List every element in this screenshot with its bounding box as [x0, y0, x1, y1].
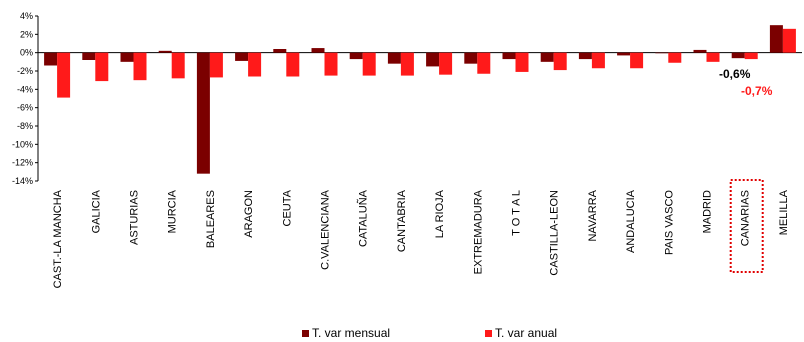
x-tick-label: LA RIOJA [434, 189, 446, 238]
bar-mensual [578, 52, 592, 60]
bar-mensual [44, 52, 58, 66]
bar-mensual [158, 50, 172, 53]
bar-mensual [731, 52, 745, 59]
bar-anual [324, 52, 338, 76]
legend-item-mensual: T. var mensual [302, 326, 390, 340]
legend-label-anual: T. var anual [495, 326, 558, 340]
bar-mensual [196, 52, 210, 174]
bar-anual [591, 52, 605, 69]
bar-mensual [693, 49, 707, 53]
bar-anual [630, 52, 644, 69]
x-tick-label: MELILLA [778, 189, 790, 235]
bar-anual [209, 52, 223, 78]
bar-anual [782, 28, 796, 53]
x-tick-label: CASTILLA-LEON [549, 190, 561, 276]
y-tick-label: 4% [20, 11, 33, 21]
bar-mensual [769, 25, 783, 53]
x-tick-label: GALICIA [90, 189, 102, 233]
bar-chart: 4% 2% 0% -2% -4% -6% -8% -10% -12% -14% CAST.-LA M… [12, 11, 802, 288]
bar-anual [57, 52, 71, 98]
bar-anual [477, 52, 491, 74]
bar-anual [706, 52, 720, 62]
bar-anual [171, 52, 185, 79]
bar-anual [400, 52, 414, 76]
bar-mensual [120, 52, 134, 62]
y-tick-label: 2% [20, 29, 33, 39]
bar-anual [515, 52, 529, 72]
bar-anual [553, 52, 567, 71]
bar-anual [248, 52, 262, 77]
bar-anual [286, 52, 300, 77]
x-tick-label: CAST.-LA MANCHA [52, 189, 64, 288]
legend-swatch-mensual [302, 330, 309, 337]
legend-swatch-anual [485, 330, 492, 337]
bar-anual [668, 52, 682, 63]
x-tick-label: BALEARES [205, 190, 217, 248]
bar-mensual [387, 52, 401, 64]
annotation-anual: -0,7% [741, 84, 773, 98]
bar-anual [95, 52, 109, 82]
highlight-box [729, 179, 764, 273]
x-tick-label: CANTABRIA [396, 189, 408, 252]
bar-mensual [273, 49, 287, 53]
bar-mensual [464, 52, 478, 64]
chart-legend: T. var mensual T. var anual [0, 326, 804, 342]
bar-mensual [617, 52, 631, 56]
x-tick-label: EXTREMADURA [472, 189, 484, 274]
y-tick-label: -14% [12, 176, 33, 186]
bar-anual [439, 52, 453, 75]
bar-mensual [349, 52, 363, 60]
bar-anual [744, 52, 758, 60]
bar-mensual [540, 52, 554, 62]
x-tick-label: ANDALUCIA [625, 189, 637, 253]
bar-mensual [655, 52, 669, 54]
x-tick-label: ASTURIAS [129, 190, 141, 245]
y-tick-label: -4% [17, 84, 33, 94]
bar-anual [362, 52, 376, 76]
x-tick-label: ARAGON [243, 190, 255, 238]
bar-anual [133, 52, 147, 81]
x-tick-label: MURCIA [167, 189, 179, 233]
annotation-mensual: -0,6% [719, 67, 751, 81]
x-tick-label: NAVARRA [587, 189, 599, 241]
x-tick-label: CEUTA [281, 189, 293, 226]
bar-mensual [82, 52, 96, 60]
y-tick-label: -12% [12, 158, 33, 168]
bar-mensual [235, 52, 249, 61]
y-tick-label: -8% [17, 121, 33, 131]
legend-item-anual: T. var anual [485, 326, 557, 340]
x-tick-label: CATALUÑA [357, 189, 370, 247]
bar-mensual [311, 48, 325, 53]
x-tick-label: MADRID [702, 190, 714, 233]
y-tick-label: -10% [12, 139, 33, 149]
y-tick-label: -2% [17, 66, 33, 76]
bar-mensual [426, 52, 440, 67]
bar-mensual [502, 52, 516, 60]
y-tick-label: -6% [17, 103, 33, 113]
x-tick-label: CANARIAS [740, 190, 752, 246]
x-tick-label: C.VALENCIANA [320, 189, 332, 270]
y-tick-label: 0% [20, 48, 33, 58]
x-tick-label: T O T A L [511, 190, 523, 236]
x-tick-label: PAIS VASCO [663, 190, 675, 255]
legend-label-mensual: T. var mensual [312, 326, 391, 340]
